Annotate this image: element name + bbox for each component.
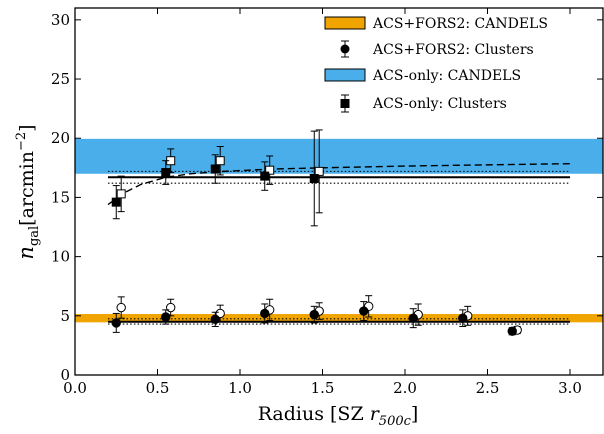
legend-marker-acs-only-clusters [340,94,350,113]
legend-label-acs-fors2-candels: ACS+FORS2: CANDELS [372,16,548,32]
y-tick-label-6: 30 [51,11,70,29]
x-tick-label-3: 1.5 [311,379,335,397]
dashed-model-series-0 [107,162,571,206]
filled-point-series-1-7 [458,309,468,327]
legend-swatch-acs-only-candels [324,68,366,82]
x-tick-label-5: 2.5 [476,379,500,397]
filled-point-series-1-3 [260,303,270,324]
legend-label-acs-only-clusters: ACS-only: Clusters [372,96,507,112]
open-point-series-1-0-marker [116,302,126,313]
y-tick-label-5: 25 [51,70,70,88]
filled-point-series-1-2 [210,311,220,327]
y-tick-label-1: 5 [60,307,70,325]
filled-point-series-1-4-marker [309,309,319,320]
open-point-series-0-4-marker [314,166,324,176]
filled-point-series-1-4 [309,305,319,324]
filled-point-series-1-0 [111,312,121,333]
x-tick-label-0: 0.0 [63,379,87,397]
y-axis-title: ngal[arcmin−2] [14,124,42,259]
filled-point-series-1-5-marker [359,306,369,316]
x-axis-title-main: Radius [SZ [258,403,370,425]
y-axis-title-symbol: n [14,246,38,260]
filled-point-series-1-6 [408,308,418,329]
filled-point-series-0-3-marker [260,171,270,181]
y-tick-label-0: 0 [60,366,70,384]
x-tick-label-2: 1.0 [228,379,252,397]
filled-point-series-1-1-marker [161,312,171,322]
y-axis-title-unit: [arcmin [16,151,38,226]
legend: ACS+FORS2: CANDELS ACS+FORS2: Clusters A… [324,16,548,113]
x-tick-label-4: 2.0 [393,379,417,397]
open-point-series-1-2 [215,304,225,323]
y-tick-label-2: 10 [51,248,70,266]
x-axis-title-symbol: r [370,403,381,425]
y-tick-label-4: 20 [51,129,70,147]
candels-band-1 [75,314,603,323]
x-axis-title-close: ] [411,403,418,425]
legend-marker-acs-fors2-clusters [340,40,350,58]
open-point-series-1-2-marker [215,308,225,319]
filled-point-series-1-8-marker [507,326,517,336]
filled-point-series-1-7-marker [458,313,468,323]
open-point-series-0-3-marker [265,165,275,175]
filled-point-series-1-0-marker [111,318,121,328]
filled-point-series-1-6-marker [408,313,418,323]
x-tick-label-1: 0.5 [146,379,170,397]
ticks-layer: 0.0 0.5 1.0 1.5 2.0 2.5 3.0 0 5 10 15 20 25 30 [51,8,603,397]
legend-label-acs-only-candels: ACS-only: CANDELS [372,68,521,84]
filled-point-series-1-8 [507,326,517,336]
open-point-series-0-0 [116,175,126,213]
open-point-series-0-0-marker [116,189,126,199]
open-point-series-1-1-marker [166,302,176,313]
points-layer [111,129,522,336]
open-point-series-0-2 [215,146,225,176]
y-axis-title-close: ] [16,124,38,131]
open-point-series-0-4 [314,129,324,214]
legend-swatch-acs-fors2-candels [324,16,366,30]
filled-point-series-1-5 [359,301,369,322]
x-tick-label-6: 3.0 [558,379,582,397]
filled-point-series-1-3-marker [260,308,270,319]
y-axis-title-superscript: −2 [14,132,29,151]
filled-point-series-1-2-marker [210,314,220,325]
open-point-series-1-0 [116,296,126,319]
filled-point-series-0-1-marker [161,168,171,178]
open-point-series-0-3 [265,155,275,185]
x-axis-title-subscript: 500c [379,414,412,429]
filled-point-series-0-2-marker [210,164,220,174]
filled-point-series-1-1 [161,309,171,325]
y-axis-title-subscript: gal [27,226,42,246]
filled-point-series-0-1 [161,160,171,185]
filled-point-series-0-0-marker [111,197,121,207]
x-axis-title: Radius [SZ r500c] [258,403,419,429]
open-point-series-1-5 [364,295,374,318]
filled-point-series-0-3 [260,161,270,191]
bands-layer [75,138,603,323]
filled-point-series-0-4 [309,130,319,227]
plot-frame [74,7,604,376]
lines-layer [107,162,571,325]
filled-point-series-0-4-marker [309,173,319,183]
filled-point-series-0-2 [210,154,220,184]
legend-label-acs-fors2-clusters: ACS+FORS2: Clusters [372,42,534,58]
filled-point-series-0-0 [111,185,121,220]
y-tick-label-3: 15 [51,188,70,206]
candels-band-0 [75,138,603,174]
open-point-series-0-2-marker [215,156,225,166]
